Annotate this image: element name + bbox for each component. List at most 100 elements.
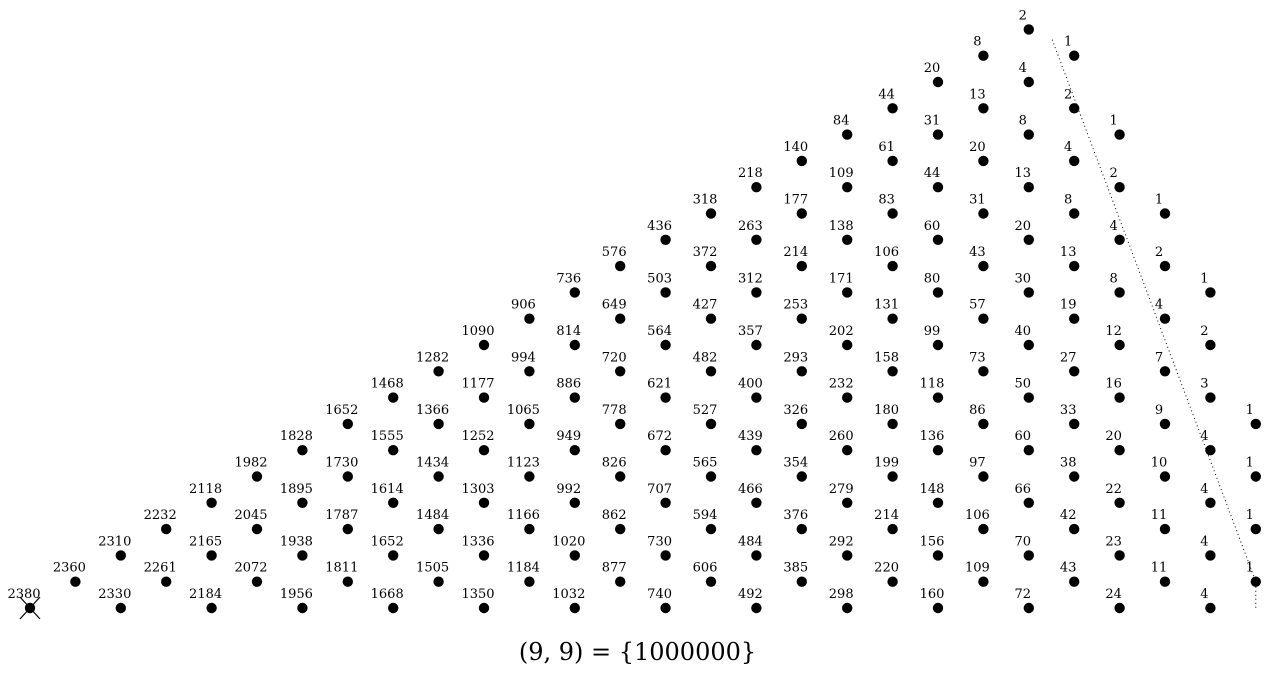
- node-dot: [978, 366, 989, 377]
- lattice-node: 1184: [507, 561, 540, 587]
- node-label: 527: [693, 403, 718, 418]
- lattice-node: 138: [829, 219, 854, 245]
- node-label: 97: [969, 456, 986, 471]
- lattice-node: 97: [969, 456, 989, 482]
- node-dot: [887, 523, 898, 535]
- node-dot: [660, 287, 671, 298]
- node-dot: [705, 523, 717, 535]
- node-label: 61: [878, 140, 895, 155]
- lattice-node: 621: [647, 377, 672, 403]
- lattice-node: 24: [1105, 587, 1125, 614]
- node-dot: [932, 497, 944, 508]
- node-label: 1811: [325, 561, 358, 576]
- node-dot: [978, 471, 989, 482]
- lattice-node: 1166: [507, 508, 540, 535]
- node-label: 503: [647, 271, 672, 286]
- node-label: 31: [969, 193, 986, 208]
- node-label: 1184: [507, 561, 540, 576]
- node-label: 13: [1015, 166, 1032, 181]
- lattice-node: 279: [829, 482, 854, 508]
- node-dot: [524, 576, 535, 587]
- node-label: 2184: [189, 587, 222, 602]
- node-dot: [569, 497, 580, 508]
- lattice-node: 1282: [416, 350, 449, 377]
- lattice-node: 466: [738, 482, 763, 508]
- node-dot: [1023, 550, 1034, 561]
- node-label: 1434: [416, 456, 449, 471]
- lattice-node: 60: [1015, 429, 1034, 456]
- node-label: 439: [738, 429, 763, 444]
- node-label: 177: [783, 193, 808, 208]
- node-dot: [524, 418, 535, 430]
- lattice-node: 1177: [461, 377, 495, 403]
- lattice-node: 2184: [189, 587, 222, 614]
- node-dot: [660, 550, 671, 561]
- lattice-node: 1652: [325, 403, 358, 430]
- node-label: 482: [693, 350, 718, 365]
- node-label: 1828: [280, 429, 313, 444]
- node-label: 886: [556, 377, 581, 392]
- node-label: 60: [1015, 429, 1032, 444]
- node-dot: [569, 445, 580, 456]
- node-label: 736: [556, 271, 581, 286]
- lattice-node: 1668: [371, 587, 404, 614]
- lattice-node: 20: [969, 140, 989, 167]
- node-label: 40: [1015, 324, 1032, 339]
- lattice-node: 1484: [416, 508, 449, 535]
- lattice-node: 4: [1200, 429, 1216, 456]
- lattice-node: 4: [1200, 534, 1216, 561]
- node-label: 4: [1019, 61, 1027, 76]
- lattice-node: 19: [1060, 298, 1080, 324]
- lattice-node: 148: [920, 482, 944, 508]
- node-dot: [433, 471, 444, 482]
- node-label: 84: [833, 114, 850, 129]
- node-dot: [1159, 576, 1171, 587]
- lattice-node: 20: [1015, 219, 1034, 245]
- lattice-node: 4: [1109, 219, 1125, 245]
- node-label: 376: [783, 508, 808, 523]
- lattice-nodes: 2380236023302310226121842232216520721956…: [7, 8, 1262, 614]
- lattice-node: 80: [924, 271, 944, 298]
- lattice-node: 2232: [144, 508, 177, 535]
- lattice-node: 1505: [416, 561, 449, 587]
- node-dot: [1250, 576, 1262, 587]
- node-label: 199: [874, 456, 899, 471]
- node-dot: [342, 576, 353, 587]
- node-label: 1: [1200, 271, 1208, 286]
- lattice-node: 1468: [371, 377, 404, 403]
- node-label: 1484: [416, 508, 449, 523]
- lattice-node: 576: [602, 245, 627, 272]
- lattice-node: 527: [693, 403, 718, 430]
- lattice-node: 1938: [280, 534, 313, 561]
- node-label: 30: [1015, 271, 1032, 286]
- lattice-node: 2: [1019, 8, 1034, 35]
- node-label: 214: [783, 245, 808, 260]
- lattice-node: 253: [783, 298, 808, 324]
- node-dot: [569, 602, 580, 614]
- node-dot: [842, 182, 853, 193]
- node-dot: [478, 445, 490, 456]
- lattice-node: 11: [1151, 561, 1171, 587]
- lattice-node: 214: [874, 508, 899, 535]
- node-label: 1652: [325, 403, 358, 418]
- lattice-node: 160: [920, 587, 944, 614]
- node-dot: [978, 576, 989, 587]
- lattice-node: 2072: [234, 561, 268, 587]
- lattice-node: 1: [1246, 561, 1262, 587]
- node-dot: [251, 471, 263, 482]
- node-dot: [206, 497, 217, 508]
- node-label: 293: [783, 350, 808, 365]
- node-label: 10: [1151, 456, 1168, 471]
- node-dot: [1114, 129, 1125, 140]
- node-label: 906: [511, 298, 536, 313]
- node-label: 720: [602, 350, 627, 365]
- node-dot: [660, 602, 671, 614]
- node-label: 20: [969, 140, 986, 155]
- node-dot: [342, 471, 353, 482]
- lattice-node: 8: [973, 35, 989, 61]
- lattice-node: 156: [920, 534, 944, 561]
- diagram-caption: (9, 9) = {1000000}: [518, 638, 757, 666]
- node-label: 1336: [461, 534, 494, 549]
- node-label: 50: [1015, 377, 1032, 392]
- lattice-node: 9: [1155, 403, 1171, 430]
